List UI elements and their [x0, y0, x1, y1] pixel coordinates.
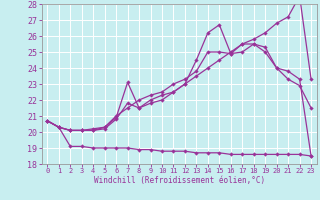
X-axis label: Windchill (Refroidissement éolien,°C): Windchill (Refroidissement éolien,°C) — [94, 176, 265, 185]
